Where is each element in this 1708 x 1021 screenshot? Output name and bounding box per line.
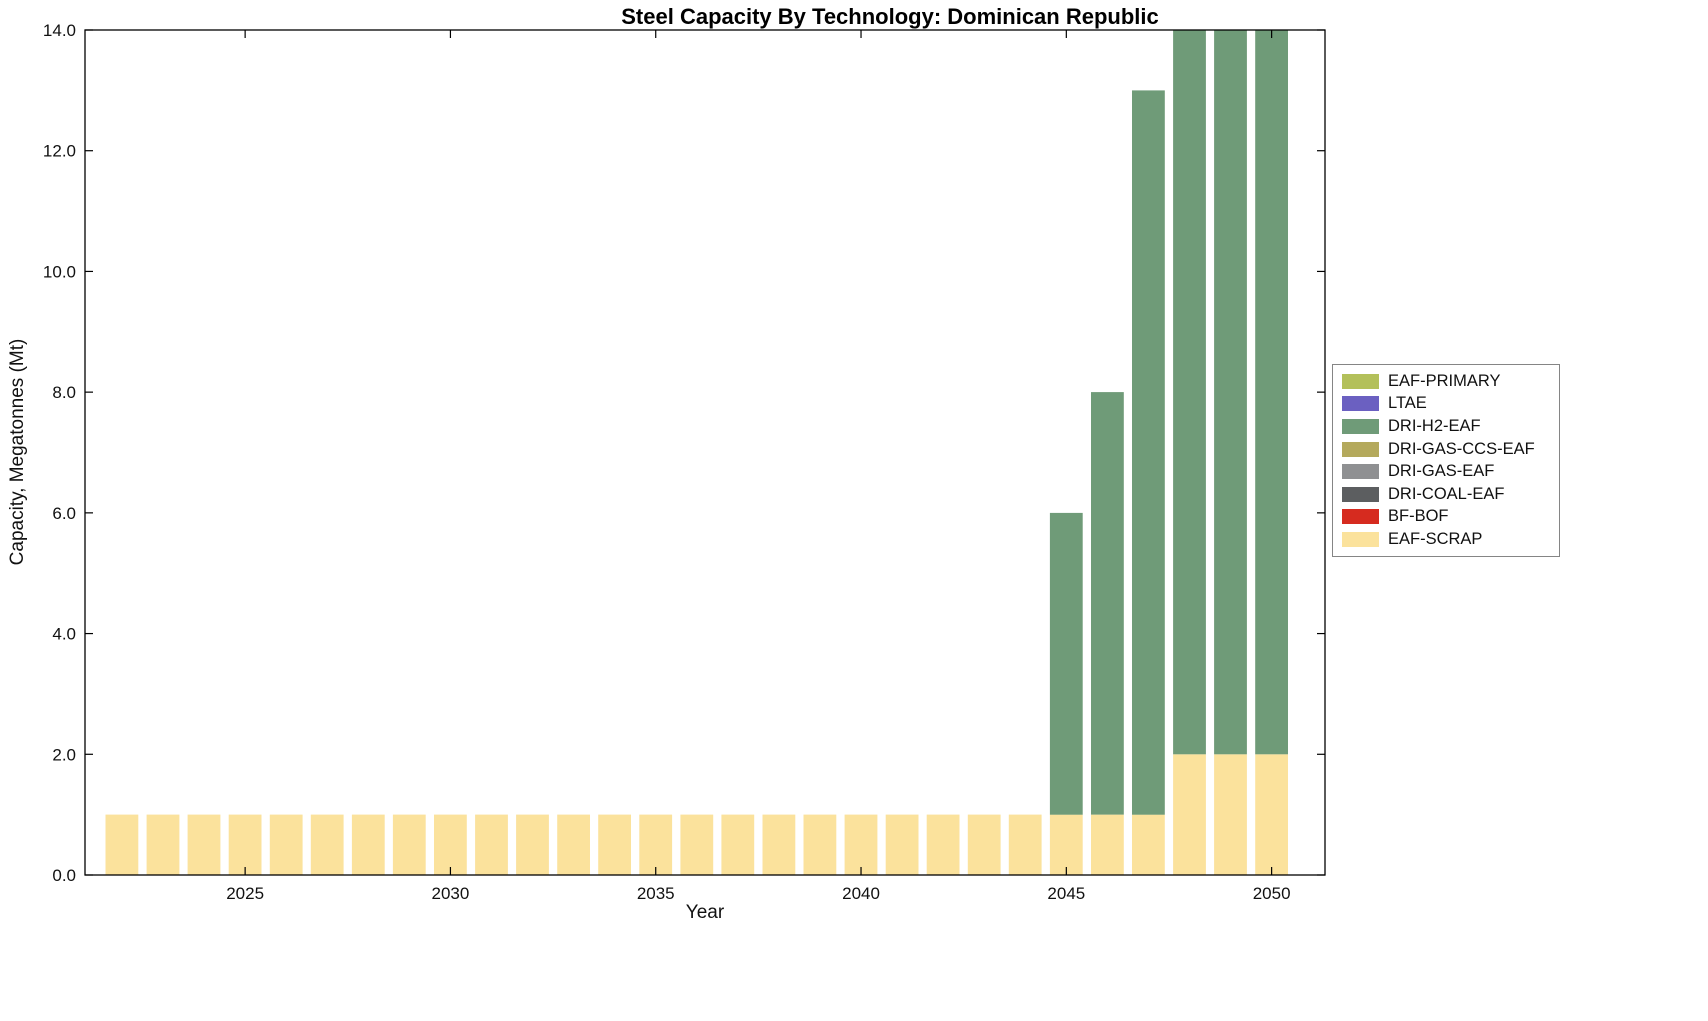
bar-eaf-scrap-2049 xyxy=(1214,754,1247,875)
chart-title: Steel Capacity By Technology: Dominican … xyxy=(621,4,1159,29)
plot-border xyxy=(84,29,1326,876)
legend-swatch-eaf-scrap xyxy=(1342,531,1379,547)
bar-eaf-scrap-2038 xyxy=(762,814,796,875)
bar-eaf-scrap-2031 xyxy=(475,814,508,875)
x-axis-label: Year xyxy=(685,902,725,923)
legend-item-eaf-primary: EAF-PRIMARY xyxy=(1342,370,1553,393)
y-tick-label: 2.0 xyxy=(52,745,76,764)
y-tick-label: 14.0 xyxy=(43,21,76,40)
bar-eaf-scrap-2034 xyxy=(598,814,631,875)
legend-label: DRI-H2-EAF xyxy=(1388,416,1481,435)
bar-eaf-scrap-2036 xyxy=(680,814,714,875)
bar-eaf-scrap-2023 xyxy=(146,814,180,875)
bar-eaf-scrap-2037 xyxy=(721,814,755,875)
legend-label: LTAE xyxy=(1388,394,1427,413)
bar-dri-h2-eaf-2049 xyxy=(1214,30,1247,755)
x-tick-label: 2035 xyxy=(637,884,675,903)
legend-label: EAF-PRIMARY xyxy=(1388,371,1501,390)
bar-dri-h2-eaf-2045 xyxy=(1049,512,1083,815)
legend-item-ltae: LTAE xyxy=(1342,393,1553,416)
legend: EAF-PRIMARY LTAE DRI-H2-EAF DRI-GAS-CCS-EAF… xyxy=(1332,364,1560,557)
x-tick-label: 2030 xyxy=(432,884,470,903)
legend-swatch-bf-bof xyxy=(1342,509,1379,525)
bar-eaf-scrap-2030 xyxy=(434,814,467,875)
bar-eaf-scrap-2029 xyxy=(392,814,426,875)
y-tick-label: 6.0 xyxy=(52,504,76,523)
bar-dri-h2-eaf-2050 xyxy=(1255,30,1288,755)
bar-eaf-scrap-2041 xyxy=(885,814,919,875)
legend-item-bf-bof: BF-BOF xyxy=(1342,506,1553,529)
bar-dri-h2-eaf-2046 xyxy=(1091,392,1124,815)
legend-item-dri-gas-ccs-eaf: DRI-GAS-CCS-EAF xyxy=(1342,438,1553,461)
legend-swatch-dri-gas-ccs-eaf xyxy=(1342,441,1379,457)
legend-label: BF-BOF xyxy=(1388,507,1449,526)
bar-eaf-scrap-2035 xyxy=(639,814,673,875)
bar-eaf-scrap-2046 xyxy=(1091,814,1124,875)
x-tick-label: 2045 xyxy=(1047,884,1085,903)
bar-eaf-scrap-2044 xyxy=(1008,814,1042,875)
bar-eaf-scrap-2032 xyxy=(516,814,549,875)
legend-label: DRI-GAS-EAF xyxy=(1388,462,1495,481)
legend-label: DRI-GAS-CCS-EAF xyxy=(1388,439,1535,458)
bar-eaf-scrap-2043 xyxy=(967,814,1001,875)
y-tick-label: 0.0 xyxy=(52,866,76,885)
bar-eaf-scrap-2022 xyxy=(105,814,139,875)
legend-label: DRI-COAL-EAF xyxy=(1388,484,1505,503)
y-tick-label: 12.0 xyxy=(43,142,76,161)
bar-eaf-scrap-2039 xyxy=(803,814,837,875)
x-tick-label: 2025 xyxy=(226,884,264,903)
bar-eaf-scrap-2028 xyxy=(351,814,385,875)
legend-swatch-ltae xyxy=(1342,396,1379,412)
bar-eaf-scrap-2033 xyxy=(557,814,590,875)
legend-item-dri-coal-eaf: DRI-COAL-EAF xyxy=(1342,483,1553,506)
legend-swatch-dri-h2-eaf xyxy=(1342,418,1379,434)
y-tick-label: 10.0 xyxy=(43,262,76,281)
bar-eaf-scrap-2042 xyxy=(926,814,960,875)
bar-eaf-scrap-2047 xyxy=(1132,814,1165,875)
bar-eaf-scrap-2050 xyxy=(1255,754,1288,875)
legend-swatch-eaf-primary xyxy=(1342,373,1379,389)
x-tick-label: 2050 xyxy=(1253,884,1291,903)
legend-item-dri-gas-eaf: DRI-GAS-EAF xyxy=(1342,460,1553,483)
bar-dri-h2-eaf-2048 xyxy=(1173,30,1206,755)
bar-eaf-scrap-2048 xyxy=(1173,754,1206,875)
bar-eaf-scrap-2045 xyxy=(1049,814,1083,875)
legend-label: EAF-SCRAP xyxy=(1388,529,1483,548)
legend-swatch-dri-coal-eaf xyxy=(1342,486,1379,502)
legend-item-dri-h2-eaf: DRI-H2-EAF xyxy=(1342,415,1553,438)
y-tick-label: 8.0 xyxy=(52,383,76,402)
legend-item-eaf-scrap: EAF-SCRAP xyxy=(1342,528,1553,551)
bar-eaf-scrap-2025 xyxy=(228,814,262,875)
bar-eaf-scrap-2040 xyxy=(844,814,878,875)
legend-swatch-dri-gas-eaf xyxy=(1342,464,1379,480)
bar-eaf-scrap-2024 xyxy=(187,814,221,875)
x-tick-label: 2040 xyxy=(842,884,880,903)
y-tick-label: 4.0 xyxy=(52,625,76,644)
bar-eaf-scrap-2027 xyxy=(310,814,344,875)
bar-eaf-scrap-2026 xyxy=(269,814,303,875)
bar-dri-h2-eaf-2047 xyxy=(1132,90,1165,815)
